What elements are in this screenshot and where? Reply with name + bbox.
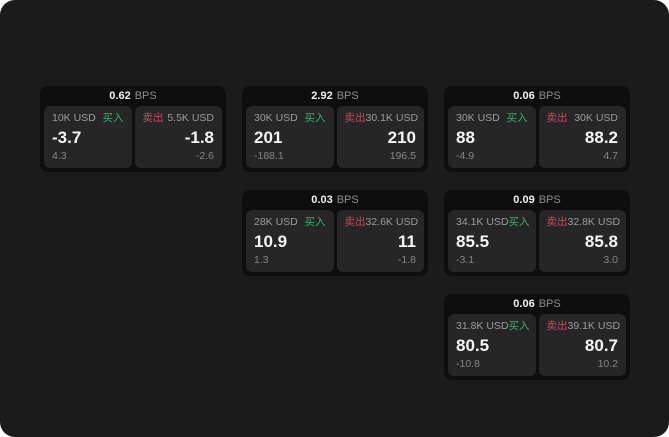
sell-side-label: 卖出 — [344, 216, 366, 228]
spread-header: 0.62 BPS — [40, 86, 226, 106]
buy-side-label: 买入 — [304, 216, 326, 228]
spread-value: 0.06 — [513, 90, 535, 102]
sell-side-label: 卖出 — [344, 112, 366, 124]
spread-unit-label: BPS — [538, 298, 561, 310]
spread-unit-label: BPS — [134, 90, 157, 102]
buy-price: 85.5 — [456, 232, 490, 251]
buy-side-label: 买入 — [508, 216, 530, 228]
buy-change: 1.3 — [254, 254, 269, 266]
sell-quote-panel[interactable]: 卖出 30.1K USD 210 196.5 — [336, 106, 424, 168]
spread-unit-label: BPS — [538, 194, 561, 206]
quote-card: 0.06 BPS 31.8K USD 买入 80.5 -10.8 卖出 39.1… — [444, 294, 630, 380]
quote-card: 2.92 BPS 30K USD 买入 201 -188.1 卖出 30.1K … — [242, 86, 428, 172]
buy-change: -3.1 — [456, 254, 475, 266]
sell-notional: 39.1K USD — [567, 320, 621, 332]
spread-value: 2.92 — [311, 90, 333, 102]
sell-price: 85.8 — [584, 232, 618, 251]
buy-quote-panel[interactable]: 34.1K USD 买入 85.5 -3.1 — [448, 210, 536, 272]
sell-change: 4.7 — [603, 150, 618, 162]
sell-quote-panel[interactable]: 卖出 30K USD 88.2 4.7 — [538, 106, 626, 168]
spread-header: 2.92 BPS — [242, 86, 428, 106]
buy-side-label: 买入 — [102, 112, 124, 124]
spread-header: 0.03 BPS — [242, 190, 428, 210]
buy-quote-panel[interactable]: 10K USD 买入 -3.7 4.3 — [44, 106, 132, 168]
spread-value: 0.06 — [513, 298, 535, 310]
buy-price: 10.9 — [254, 232, 288, 251]
buy-price: -3.7 — [52, 128, 82, 147]
quote-card: 0.09 BPS 34.1K USD 买入 85.5 -3.1 卖出 32.8K… — [444, 190, 630, 276]
sell-notional: 32.6K USD — [365, 216, 419, 228]
sell-quote-panel[interactable]: 卖出 5.5K USD -1.8 -2.6 — [134, 106, 222, 168]
spread-value: 0.03 — [311, 194, 333, 206]
sell-change: 196.5 — [389, 150, 416, 162]
sell-change: -2.6 — [195, 150, 214, 162]
buy-quote-panel[interactable]: 30K USD 买入 88 -4.9 — [448, 106, 536, 168]
sell-side-label: 卖出 — [142, 112, 164, 124]
buy-change: 4.3 — [52, 150, 67, 162]
sell-price: 80.7 — [584, 336, 618, 355]
buy-notional: 30K USD — [456, 112, 500, 124]
buy-price: 88 — [456, 128, 475, 147]
sell-quote-panel[interactable]: 卖出 32.8K USD 85.8 3.0 — [538, 210, 626, 272]
sell-price: 210 — [387, 128, 416, 147]
sell-price: 88.2 — [584, 128, 618, 147]
buy-notional: 10K USD — [52, 112, 96, 124]
sell-change: 10.2 — [597, 358, 618, 370]
buy-side-label: 买入 — [304, 112, 326, 124]
sell-change: 3.0 — [603, 254, 618, 266]
buy-side-label: 买入 — [508, 320, 530, 332]
buy-notional: 28K USD — [254, 216, 298, 228]
spread-header: 0.06 BPS — [444, 86, 630, 106]
sell-quote-panel[interactable]: 卖出 32.6K USD 11 -1.8 — [336, 210, 424, 272]
buy-change: -4.9 — [456, 150, 475, 162]
sell-price: -1.8 — [184, 128, 214, 147]
buy-notional: 31.8K USD — [456, 320, 509, 332]
sell-side-label: 卖出 — [546, 216, 568, 228]
spread-header: 0.06 BPS — [444, 294, 630, 314]
buy-change: -188.1 — [254, 150, 284, 162]
spread-value: 0.62 — [109, 90, 131, 102]
buy-price: 80.5 — [456, 336, 490, 355]
quote-card: 0.06 BPS 30K USD 买入 88 -4.9 卖出 30K USD 8… — [444, 86, 630, 172]
sell-side-label: 卖出 — [546, 112, 568, 124]
buy-change: -10.8 — [456, 358, 480, 370]
buy-notional: 34.1K USD — [456, 216, 509, 228]
sell-notional: 32.8K USD — [567, 216, 621, 228]
buy-notional: 30K USD — [254, 112, 298, 124]
spread-unit-label: BPS — [538, 90, 561, 102]
sell-quote-panel[interactable]: 卖出 39.1K USD 80.7 10.2 — [538, 314, 626, 376]
sell-price: 11 — [398, 232, 416, 251]
sell-notional: 5.5K USD — [167, 112, 214, 124]
sell-notional: 30.1K USD — [365, 112, 419, 124]
buy-price: 201 — [254, 128, 283, 147]
buy-quote-panel[interactable]: 28K USD 买入 10.9 1.3 — [246, 210, 334, 272]
spread-header: 0.09 BPS — [444, 190, 630, 210]
spread-unit-label: BPS — [336, 90, 359, 102]
sell-side-label: 卖出 — [546, 320, 568, 332]
sell-notional: 30K USD — [574, 112, 618, 124]
spread-unit-label: BPS — [336, 194, 359, 206]
spread-value: 0.09 — [513, 194, 535, 206]
buy-quote-panel[interactable]: 31.8K USD 买入 80.5 -10.8 — [448, 314, 536, 376]
buy-quote-panel[interactable]: 30K USD 买入 201 -188.1 — [246, 106, 334, 168]
quote-card: 0.62 BPS 10K USD 买入 -3.7 4.3 卖出 5.5K USD… — [40, 86, 226, 172]
quote-card: 0.03 BPS 28K USD 买入 10.9 1.3 卖出 32.6K US… — [242, 190, 428, 276]
buy-side-label: 买入 — [506, 112, 528, 124]
sell-change: -1.8 — [397, 254, 416, 266]
